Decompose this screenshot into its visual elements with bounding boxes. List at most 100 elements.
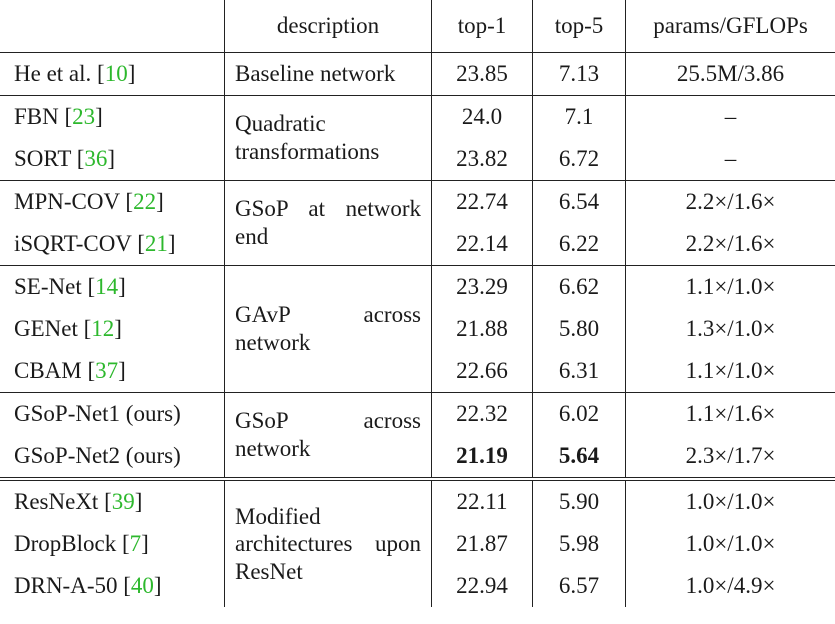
- citation-link[interactable]: 22: [133, 189, 157, 215]
- method-bracket: ]: [141, 531, 149, 557]
- table-row: GSoP-Net1 (ours) GSoP across network 22.…: [0, 392, 835, 481]
- method-name: CBAM [: [14, 358, 96, 384]
- method-cell: SORT [36]: [0, 138, 225, 181]
- method-name: iSQRT-COV [: [14, 231, 145, 257]
- method-name: FBN [: [14, 104, 73, 130]
- citation-link[interactable]: 10: [104, 61, 128, 87]
- method-cell: iSQRT-COV [21]: [0, 223, 225, 266]
- description-cell: GAvP across network: [224, 265, 432, 393]
- top5-cell-best: 5.64: [532, 435, 626, 481]
- method-bracket: ]: [95, 104, 103, 130]
- method-bracket: ]: [107, 146, 116, 172]
- method-cell: SE-Net [14]: [0, 266, 225, 309]
- method-bracket: ]: [114, 316, 122, 342]
- method-bracket: ]: [134, 489, 143, 515]
- method-name: He et al. [: [14, 61, 105, 87]
- top1-cell: 22.11: [431, 479, 533, 523]
- top5-cell: 7.1: [532, 95, 626, 138]
- top1-cell: 22.94: [431, 565, 533, 607]
- method-cell: FBN [23]: [0, 96, 225, 139]
- method-cell: DropBlock [7]: [0, 523, 225, 565]
- top1-cell: 22.74: [431, 180, 533, 223]
- method-bracket: ]: [153, 573, 162, 599]
- header-top5: top-5: [532, 0, 626, 53]
- top1-cell: 21.87: [431, 523, 533, 565]
- params-cell: 2.2×/1.6×: [625, 180, 835, 223]
- method-cell: GENet [12]: [0, 308, 225, 350]
- method-name: DropBlock [: [14, 531, 130, 557]
- description-text: Modified architectures upon ResNet: [235, 503, 421, 584]
- table-row: iSQRT-COV [21] 22.14 6.22 2.2×/1.6×: [0, 223, 835, 266]
- method-name: ResNeXt [: [14, 489, 112, 515]
- description-cell: GSoP at network end: [224, 180, 432, 266]
- method-name: SORT [: [14, 146, 85, 172]
- header-row: description top-1 top-5 params/GFLOPs: [0, 0, 835, 53]
- table-row: MPN-COV [22] GSoP at network end 22.74 6…: [0, 180, 835, 266]
- method-name: GSoP-Net2 (ours): [14, 443, 181, 469]
- top5-cell: 5.98: [532, 523, 626, 565]
- method-cell: DRN-A-50 [40]: [0, 565, 225, 607]
- comparison-table: description top-1 top-5 params/GFLOPs He…: [0, 0, 835, 607]
- citation-link[interactable]: 39: [111, 489, 135, 515]
- top1-cell: 23.82: [431, 138, 533, 181]
- method-name: GSoP-Net1 (ours): [14, 401, 181, 427]
- description-cell: Baseline network: [224, 52, 432, 96]
- citation-link[interactable]: 40: [130, 573, 154, 599]
- params-cell: 1.0×/4.9×: [625, 565, 835, 607]
- top1-cell: 21.88: [431, 308, 533, 350]
- description-cell: GSoP across network: [224, 392, 432, 481]
- top1-cell: 22.66: [431, 350, 533, 393]
- method-cell: ResNeXt [39]: [0, 479, 225, 523]
- params-cell: 25.5M/3.86: [625, 52, 835, 96]
- citation-link[interactable]: 37: [95, 358, 119, 384]
- method-name: GENet [: [14, 316, 92, 342]
- method-bracket: ]: [167, 231, 176, 257]
- top5-cell: 6.22: [532, 223, 626, 266]
- params-cell: 1.3×/1.0×: [625, 308, 835, 350]
- params-cell: 1.0×/1.0×: [625, 523, 835, 565]
- top1-cell-best: 21.19: [431, 435, 533, 481]
- params-cell: 1.1×/1.6×: [625, 392, 835, 435]
- table-row: GSoP-Net2 (ours) 21.19 5.64 2.3×/1.7×: [0, 435, 835, 481]
- method-cell: GSoP-Net1 (ours): [0, 393, 225, 436]
- top1-cell: 24.0: [431, 95, 533, 138]
- top5-cell: 6.62: [532, 265, 626, 308]
- description-text: GSoP at network end: [235, 196, 421, 249]
- method-name: SE-Net [: [14, 274, 96, 300]
- table-row: CBAM [37] 22.66 6.31 1.1×/1.0×: [0, 350, 835, 393]
- method-name: DRN-A-50 [: [14, 573, 131, 599]
- params-cell: –: [625, 138, 835, 181]
- table-row: GENet [12] 21.88 5.80 1.3×/1.0×: [0, 308, 835, 350]
- params-cell: 1.0×/1.0×: [625, 479, 835, 523]
- method-cell: MPN-COV [22]: [0, 181, 225, 224]
- description-cell: Modified architectures upon ResNet: [224, 479, 432, 607]
- params-cell: 2.3×/1.7×: [625, 435, 835, 481]
- top1-cell: 23.85: [431, 52, 533, 96]
- citation-link[interactable]: 23: [72, 104, 96, 130]
- table-row: DropBlock [7] 21.87 5.98 1.0×/1.0×: [0, 523, 835, 565]
- params-cell: 1.1×/1.0×: [625, 265, 835, 308]
- top5-cell: 6.54: [532, 180, 626, 223]
- method-cell: He et al. [10]: [0, 52, 225, 96]
- citation-link[interactable]: 36: [84, 146, 108, 172]
- method-name: MPN-COV [: [14, 189, 134, 215]
- description-text: GAvP across network: [235, 302, 421, 355]
- method-bracket: ]: [118, 358, 126, 384]
- top1-cell: 22.32: [431, 392, 533, 435]
- params-cell: 1.1×/1.0×: [625, 350, 835, 393]
- top5-cell: 6.02: [532, 392, 626, 435]
- citation-link[interactable]: 21: [144, 231, 168, 257]
- description-cell: Quadratic transformations: [224, 95, 432, 181]
- citation-link[interactable]: 7: [129, 531, 142, 557]
- method-cell: CBAM [37]: [0, 350, 225, 393]
- method-bracket: ]: [156, 189, 164, 215]
- citation-link[interactable]: 14: [95, 274, 119, 300]
- header-top1: top-1: [431, 0, 533, 53]
- table-row: DRN-A-50 [40] 22.94 6.57 1.0×/4.9×: [0, 565, 835, 607]
- top5-cell: 7.13: [532, 52, 626, 96]
- citation-link[interactable]: 12: [91, 316, 115, 342]
- params-cell: 2.2×/1.6×: [625, 223, 835, 266]
- top5-cell: 5.90: [532, 479, 626, 523]
- method-cell: GSoP-Net2 (ours): [0, 435, 225, 481]
- table-row: SORT [36] 23.82 6.72 –: [0, 138, 835, 181]
